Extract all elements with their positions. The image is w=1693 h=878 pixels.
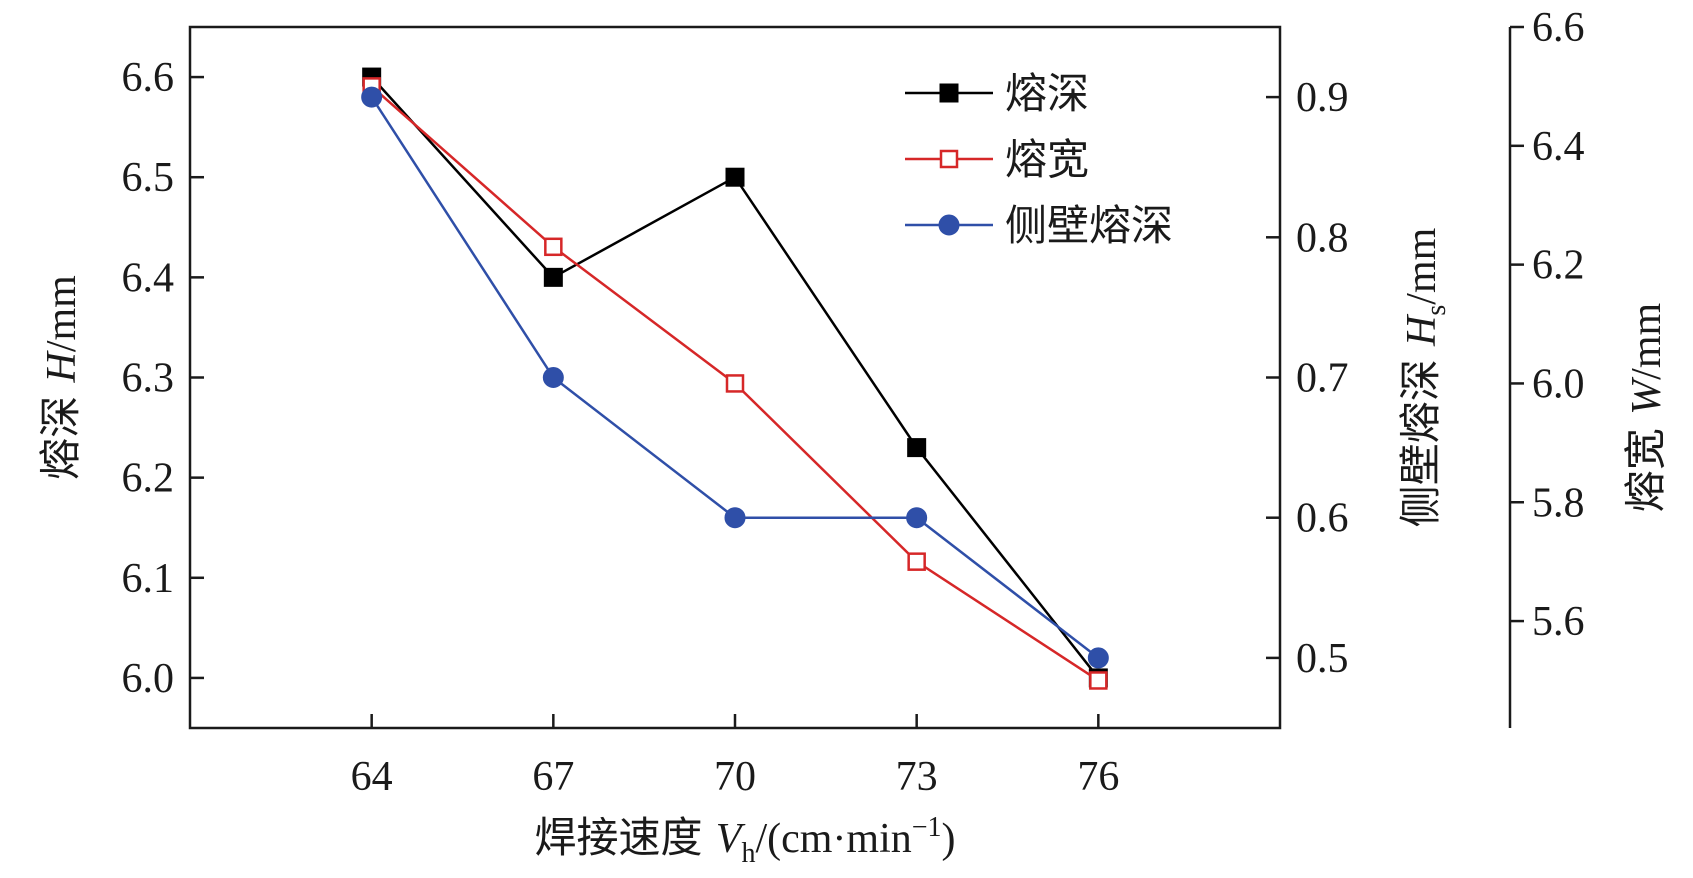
left-tick-label: 6.3 [122, 356, 175, 402]
legend-entry-2: 熔宽 [905, 135, 1089, 184]
data-point [725, 167, 745, 187]
legend-marker [939, 83, 959, 103]
series-1 [362, 67, 1108, 688]
data-point [1089, 671, 1108, 690]
data-point [907, 438, 927, 458]
x-tick-label: 73 [896, 754, 938, 800]
right2-tick-label: 5.6 [1532, 599, 1585, 645]
data-point [544, 237, 563, 257]
legend-entry-3: 侧壁熔深 [905, 201, 1173, 250]
right2-axis-title: 熔宽 W/mm [1621, 302, 1670, 512]
left-axis-title: 熔深 H/mm [36, 275, 85, 480]
x-tick-label: 64 [351, 754, 393, 800]
data-point [725, 374, 745, 393]
right-y-axis-width: 5.6 5.8 6.0 6.2 6.4 6.6 [1510, 5, 1585, 645]
x-axis: 64 67 70 73 76 [351, 714, 1119, 800]
data-point [361, 86, 383, 108]
data-point [724, 507, 746, 529]
left-tick-label: 6.2 [122, 456, 175, 502]
data-point [543, 267, 563, 287]
x-tick-label: 70 [714, 754, 756, 800]
right-y-axis-side-wall-depth: 0.5 0.6 0.7 0.8 0.9 [1266, 75, 1349, 682]
data-point [1087, 647, 1109, 669]
left-tick-label: 6.4 [122, 255, 175, 301]
series-layer [361, 67, 1109, 690]
right2-tick-label: 6.2 [1532, 243, 1585, 289]
left-tick-label: 6.5 [122, 155, 175, 201]
x-tick-label: 76 [1077, 754, 1119, 800]
left-tick-label: 6.0 [122, 656, 175, 702]
x-axis-title: 焊接速度 Vh/(cm·min−1) [534, 812, 955, 869]
right1-axis-title: 侧壁熔深 Hs/mm [1396, 227, 1452, 527]
legend-label: 熔宽 [1005, 135, 1089, 184]
axis-titles: 焊接速度 Vh/(cm·min−1) 熔深 H/mm 侧壁熔深 Hs/mm 熔宽 W/… [36, 227, 1670, 869]
right1-tick-label: 0.9 [1296, 75, 1349, 121]
data-point [542, 367, 564, 388]
legend-entry-1: 熔深 [905, 69, 1089, 118]
series-3 [361, 86, 1109, 669]
x-tick-label: 67 [532, 754, 574, 800]
right2-tick-label: 6.0 [1532, 361, 1585, 407]
right2-tick-label: 5.8 [1532, 480, 1585, 526]
legend-label: 侧壁熔深 [1005, 201, 1173, 250]
right1-tick-label: 0.5 [1296, 636, 1349, 682]
right2-tick-label: 6.4 [1532, 124, 1585, 170]
legend-marker [939, 149, 959, 169]
legend-label: 熔深 [1005, 69, 1089, 118]
left-tick-label: 6.1 [122, 556, 175, 602]
data-point [906, 507, 928, 529]
right1-tick-label: 0.7 [1296, 356, 1349, 402]
data-point [907, 552, 926, 571]
left-y-axis: 6.0 6.1 6.2 6.3 6.4 6.5 6.6 [122, 55, 204, 702]
right2-tick-label: 6.6 [1532, 5, 1585, 51]
legend-marker [938, 214, 960, 236]
right1-tick-label: 0.6 [1296, 496, 1349, 542]
left-tick-label: 6.6 [122, 55, 175, 101]
right1-tick-label: 0.8 [1296, 215, 1349, 261]
